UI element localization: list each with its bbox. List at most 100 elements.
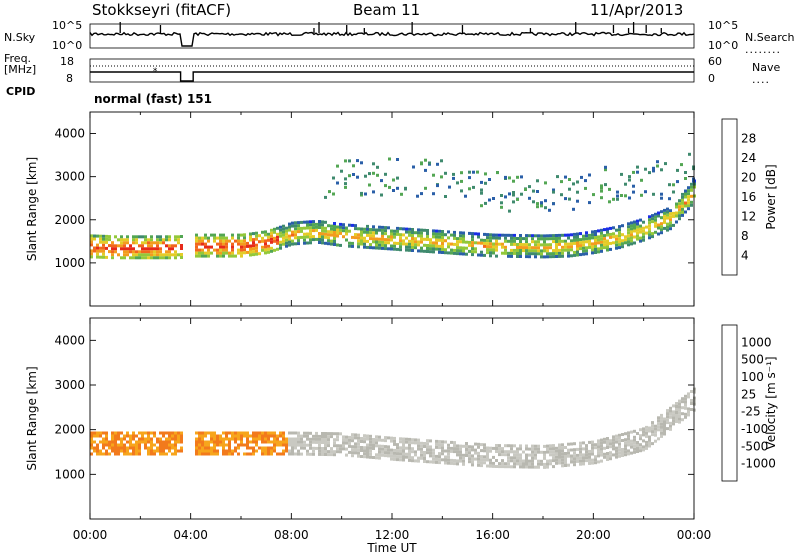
velocity-cell <box>276 437 279 441</box>
power-cell <box>126 235 129 239</box>
power-cell <box>687 195 690 199</box>
velocity-cell <box>198 437 201 441</box>
power-cell <box>435 238 438 242</box>
power-cell <box>279 243 282 247</box>
power-cell <box>303 226 306 230</box>
velocity-cell <box>534 453 537 457</box>
velocity-cell <box>684 406 687 410</box>
power-cell <box>549 252 552 256</box>
velocity-cell <box>201 437 204 441</box>
velocity-cell <box>378 450 381 454</box>
power-cell <box>150 253 153 257</box>
velocity-cell <box>498 465 501 469</box>
power-cell <box>603 246 606 250</box>
power-cell <box>516 252 519 255</box>
beam-title: Beam 11 <box>353 1 421 19</box>
velocity-cell <box>609 454 612 458</box>
velocity-cell <box>531 450 534 454</box>
power-cell <box>159 241 162 245</box>
power-cell <box>636 231 639 235</box>
power-cell <box>424 158 427 162</box>
velocity-cell <box>360 440 363 443</box>
power-cell <box>504 236 507 240</box>
power-cell <box>360 233 363 237</box>
power-cell <box>333 237 336 240</box>
power-cell <box>489 233 492 237</box>
velocity-cell <box>324 444 327 447</box>
power-cell <box>144 241 147 245</box>
velocity-cell <box>483 461 486 465</box>
velocity-cell <box>285 437 288 441</box>
velocity-cell <box>153 443 156 447</box>
velocity-cell <box>204 443 207 447</box>
velocity-cell <box>120 440 123 444</box>
power-cell <box>690 188 693 192</box>
power-cell <box>462 249 465 253</box>
velocity-cell <box>639 449 642 453</box>
power-cell <box>456 181 459 185</box>
velocity-cell <box>510 465 513 469</box>
power-cell <box>291 221 294 225</box>
power-cell <box>150 250 153 254</box>
power-cell <box>219 248 222 252</box>
velocity-cell <box>441 440 444 444</box>
velocity-cell <box>573 457 576 461</box>
power-cell <box>246 241 249 245</box>
velocity-cell <box>453 444 456 448</box>
power-cell <box>456 252 459 256</box>
power-cell <box>687 207 690 211</box>
velocity-cell <box>510 444 513 448</box>
velocity-cell <box>261 434 264 438</box>
velocity-cell <box>246 446 249 450</box>
power-cell <box>243 236 246 240</box>
velocity-cell <box>537 450 540 454</box>
velocity-cell <box>453 459 456 463</box>
power-cell <box>690 200 693 204</box>
velocity-cell <box>636 444 639 447</box>
power-cell <box>402 239 405 243</box>
power-cell <box>608 187 611 191</box>
velocity-cell <box>414 459 417 463</box>
freq-glitch-mark: * <box>153 67 158 77</box>
power-cell <box>99 234 102 238</box>
power-cell <box>531 240 534 244</box>
power-cell <box>222 245 225 249</box>
velocity-cell <box>252 446 255 450</box>
velocity-cell <box>129 452 132 456</box>
power-cell <box>339 243 342 247</box>
power-cell <box>288 243 291 247</box>
velocity-cell <box>174 449 177 453</box>
velocity-cell <box>525 447 528 451</box>
power-cell <box>500 201 503 205</box>
power-cell <box>525 246 528 250</box>
velocity-cell <box>195 446 198 450</box>
power-cell <box>546 234 549 238</box>
velocity-cell <box>171 434 174 438</box>
power-cell <box>639 230 642 234</box>
power-cell <box>468 240 471 244</box>
power-cell <box>150 244 153 248</box>
velocity-cell <box>93 431 96 435</box>
power-cell <box>330 224 333 228</box>
velocity-cell <box>438 443 441 447</box>
power-cell <box>279 228 282 232</box>
velocity-cell <box>615 449 618 453</box>
velocity-cell <box>174 443 177 447</box>
velocity-cell <box>408 446 411 450</box>
power-cell <box>237 242 240 246</box>
power-cell <box>381 228 384 232</box>
velocity-cell <box>606 455 609 458</box>
velocity-cell <box>246 443 249 447</box>
power-cell <box>555 234 558 237</box>
power-cell <box>150 256 153 260</box>
power-cell <box>348 229 351 233</box>
velocity-cell <box>267 431 270 435</box>
power-cell <box>690 185 693 189</box>
power-cell <box>474 241 477 245</box>
power-cell <box>348 159 351 163</box>
power-cell <box>258 252 261 256</box>
velocity-cell <box>675 402 678 405</box>
velocity-cell <box>264 437 267 441</box>
velocity-cell <box>645 428 648 432</box>
velocity-cell <box>543 456 546 460</box>
